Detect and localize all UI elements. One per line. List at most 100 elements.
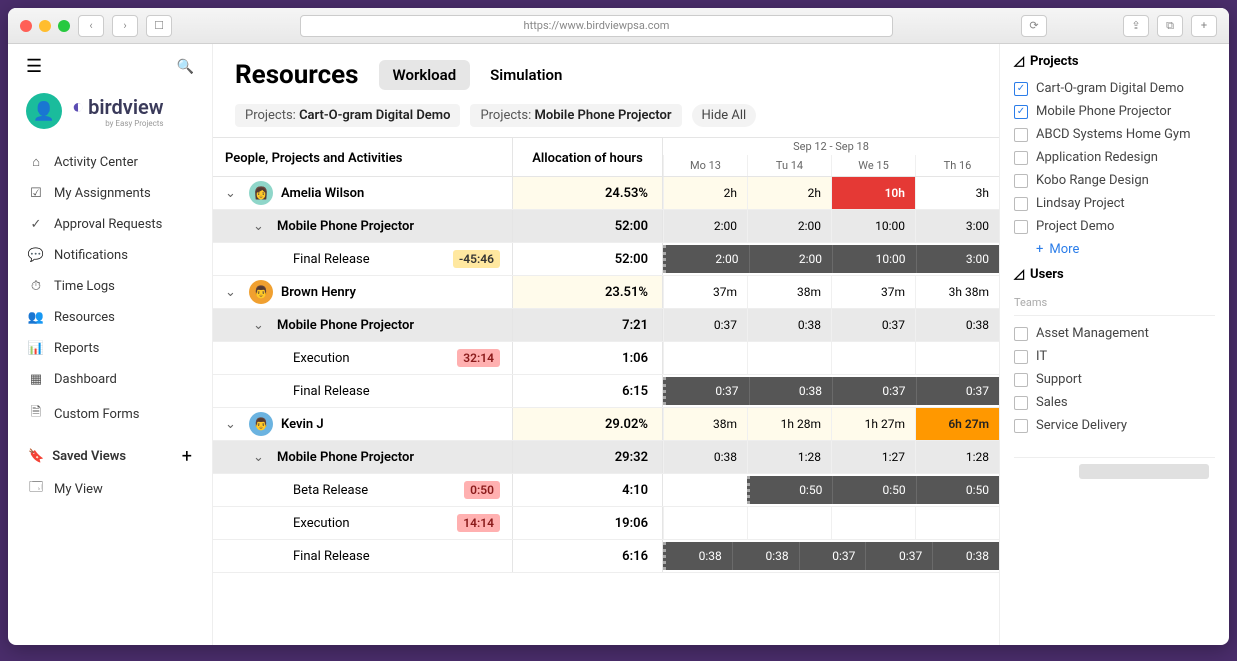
team-checkbox[interactable]: IT	[1014, 345, 1215, 368]
bar-segment: 0:37	[799, 542, 866, 570]
nav-time-logs[interactable]: ⏱Time Logs	[16, 272, 204, 301]
tab-workload[interactable]: Workload	[379, 60, 471, 90]
chevron-down-icon[interactable]: ⌄	[253, 450, 269, 465]
filter-pill-project-2[interactable]: Projects: Mobile Phone Projector	[470, 104, 681, 127]
checkbox-icon	[1014, 151, 1028, 165]
nav-approval-requests[interactable]: ✓Approval Requests	[16, 210, 204, 239]
user-avatar[interactable]: 👤	[26, 93, 62, 129]
nav-label: Custom Forms	[54, 407, 139, 422]
project-checkbox[interactable]: Lindsay Project	[1014, 192, 1215, 215]
team-checkbox[interactable]: Asset Management	[1014, 322, 1215, 345]
project-checkbox[interactable]: ✓Mobile Phone Projector	[1014, 100, 1215, 123]
traffic-lights	[20, 20, 70, 32]
person-row[interactable]: ⌄👨Kevin J 29.02% 38m 1h 28m 1h 27m 6h 27…	[213, 408, 999, 441]
horizontal-scrollbar[interactable]	[1014, 457, 1215, 485]
task-bar[interactable]: 0:38 0:38 0:37 0:37 0:38	[663, 542, 999, 570]
nav-notifications[interactable]: 💬Notifications	[16, 241, 204, 270]
alloc-hours: 6:15	[513, 375, 663, 407]
saved-views-title: 🔖Saved Views	[28, 449, 126, 464]
avatar: 👨	[249, 280, 273, 304]
project-checkbox[interactable]: ✓Cart-O-gram Digital Demo	[1014, 77, 1215, 100]
project-name: Mobile Phone Projector	[277, 450, 414, 465]
nav-activity-center[interactable]: ⌂Activity Center	[16, 147, 204, 177]
chevron-down-icon[interactable]: ⌄	[225, 417, 241, 432]
reload-button[interactable]: ⟳	[1021, 15, 1047, 37]
task-row[interactable]: Final Release 6:16 0:38 0:38 0:37 0:37 0…	[213, 540, 999, 573]
task-row[interactable]: Beta Release0:50 4:10 0:50 0:50 0:50	[213, 474, 999, 507]
project-checkbox[interactable]: ABCD Systems Home Gym	[1014, 123, 1215, 146]
saved-view-my-view[interactable]: 🗔My View	[16, 471, 204, 507]
task-bar[interactable]: 0:50 0:50 0:50	[747, 476, 999, 504]
day-cell: 3h 38m	[915, 276, 999, 308]
task-name: Final Release	[293, 384, 370, 399]
scrollbar-thumb[interactable]	[1079, 464, 1209, 479]
team-checkbox[interactable]: Sales	[1014, 391, 1215, 414]
more-projects-link[interactable]: +More	[1014, 238, 1215, 267]
checkbox-icon	[1014, 350, 1028, 364]
task-bar[interactable]: 0:37 0:38 0:37 0:37	[663, 377, 999, 405]
browser-window: ‹ › ☐ https://www.birdviewpsa.com ⟳ ⇪ ⧉ …	[8, 8, 1229, 645]
minimize-window-icon[interactable]	[39, 20, 51, 32]
filter-icon: ◿	[1014, 267, 1024, 282]
add-saved-view-button[interactable]: +	[182, 446, 192, 467]
workload-grid: People, Projects and Activities Allocati…	[213, 137, 999, 645]
view-icon: 🗔	[28, 478, 44, 500]
resources-icon: 👥	[28, 310, 44, 325]
team-checkbox[interactable]: Support	[1014, 368, 1215, 391]
checkbox-icon	[1014, 128, 1028, 142]
nav-forward-button[interactable]: ›	[112, 15, 138, 37]
nav-label: Resources	[54, 310, 115, 325]
day-cell: 0:38	[747, 309, 831, 341]
bar-segment: 2:00	[663, 245, 749, 273]
nav-back-button[interactable]: ‹	[78, 15, 104, 37]
url-text: https://www.birdviewpsa.com	[524, 19, 670, 32]
task-row[interactable]: Execution14:14 19:06	[213, 507, 999, 540]
person-row[interactable]: ⌄👨Brown Henry 23.51% 37m 38m 37m 3h 38m	[213, 276, 999, 309]
reports-icon: 📊	[28, 341, 44, 356]
project-row[interactable]: ⌄Mobile Phone Projector 29:32 0:38 1:28 …	[213, 441, 999, 474]
checkbox-label: Support	[1036, 372, 1082, 387]
project-checkbox[interactable]: Project Demo	[1014, 215, 1215, 238]
checkbox-icon	[1014, 197, 1028, 211]
chevron-down-icon[interactable]: ⌄	[253, 219, 269, 234]
maximize-window-icon[interactable]	[58, 20, 70, 32]
project-checkbox[interactable]: Application Redesign	[1014, 146, 1215, 169]
team-checkbox[interactable]: Service Delivery	[1014, 414, 1215, 437]
hamburger-icon[interactable]: ☰	[26, 56, 42, 77]
new-tab-button[interactable]: +	[1191, 15, 1217, 37]
nav-label: Notifications	[54, 248, 128, 263]
chevron-down-icon[interactable]: ⌄	[225, 186, 241, 201]
search-icon[interactable]: 🔍	[177, 59, 194, 75]
nav-resources[interactable]: 👥 Resources	[16, 303, 204, 332]
day-header: Th 16	[915, 155, 999, 176]
tab-simulation[interactable]: Simulation	[476, 60, 576, 90]
task-row[interactable]: Final Release-45:46 52:00 2:00 2:00 10:0…	[213, 243, 999, 276]
project-checkbox[interactable]: Kobo Range Design	[1014, 169, 1215, 192]
sidebar-toggle-button[interactable]: ☐	[146, 15, 172, 37]
tabs-button[interactable]: ⧉	[1157, 15, 1183, 37]
nav-my-assignments[interactable]: ☑My Assignments	[16, 179, 204, 208]
project-row[interactable]: ⌄Mobile Phone Projector 52:00 2:00 2:00 …	[213, 210, 999, 243]
filter-pill-project-1[interactable]: Projects: Cart-O-gram Digital Demo	[235, 104, 460, 127]
checkbox-icon	[1014, 373, 1028, 387]
assignments-icon: ☑	[28, 186, 44, 201]
task-row[interactable]: Execution32:14 1:06	[213, 342, 999, 375]
task-bar[interactable]: 2:00 2:00 10:00 3:00	[663, 245, 999, 273]
alloc-hours: 52:00	[513, 243, 663, 275]
nav-label: Time Logs	[54, 279, 115, 294]
nav-dashboard[interactable]: ▦Dashboard	[16, 365, 204, 394]
day-cell: 3h	[915, 177, 999, 209]
task-row[interactable]: Final Release 6:15 0:37 0:38 0:37 0:37	[213, 375, 999, 408]
person-row[interactable]: ⌄👩Amelia Wilson 24.53% 2h 2h 10h 3h	[213, 177, 999, 210]
chevron-down-icon[interactable]: ⌄	[225, 285, 241, 300]
hide-all-button[interactable]: Hide All	[692, 104, 757, 127]
close-window-icon[interactable]	[20, 20, 32, 32]
checkbox-label: Service Delivery	[1036, 418, 1127, 433]
project-row[interactable]: ⌄Mobile Phone Projector 7:21 0:37 0:38 0…	[213, 309, 999, 342]
nav-custom-forms[interactable]: 🗎Custom Forms	[16, 396, 204, 432]
share-button[interactable]: ⇪	[1123, 15, 1149, 37]
nav-reports[interactable]: 📊Reports	[16, 334, 204, 363]
bar-segment: 0:38	[663, 542, 732, 570]
chevron-down-icon[interactable]: ⌄	[253, 318, 269, 333]
address-bar[interactable]: https://www.birdviewpsa.com	[300, 15, 893, 37]
